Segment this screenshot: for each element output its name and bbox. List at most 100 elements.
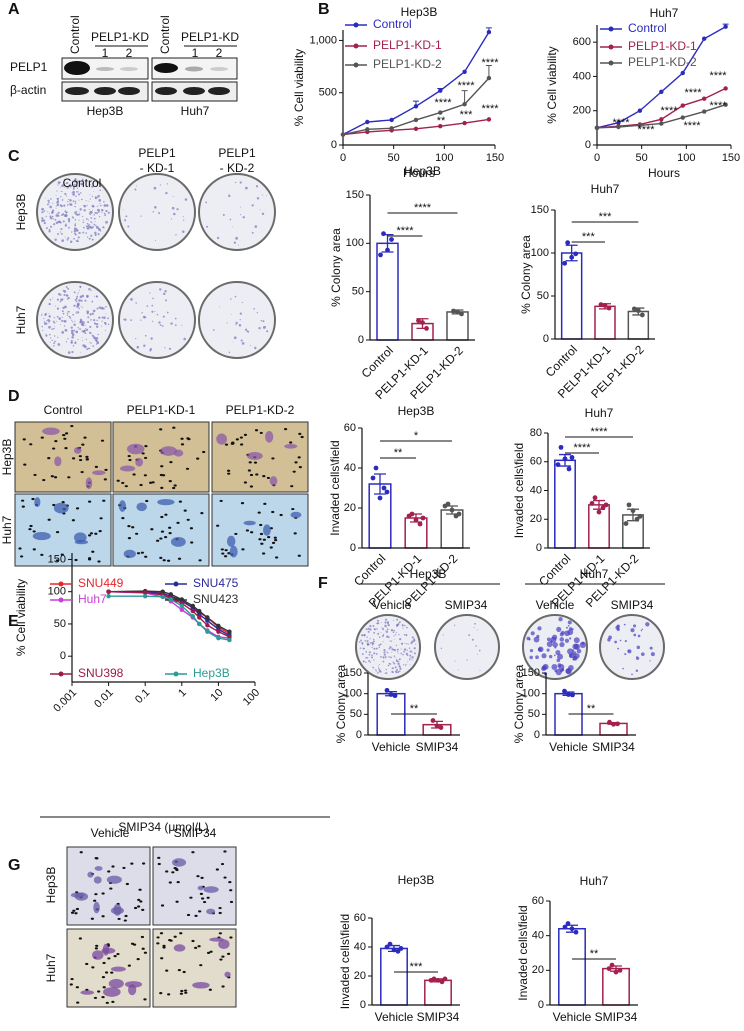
column-label: PELP1-KD-1	[127, 403, 196, 417]
data-point	[216, 629, 221, 634]
annotation: ****	[481, 103, 499, 115]
panel-label: G	[8, 857, 20, 874]
colony	[251, 204, 254, 207]
membrane-pore	[227, 469, 231, 472]
colony	[93, 214, 95, 216]
colony	[94, 231, 97, 235]
colony	[94, 196, 97, 199]
membrane-pore	[149, 481, 153, 484]
colony	[99, 189, 102, 192]
colony	[383, 656, 385, 658]
colony	[103, 204, 107, 207]
x-tick-label: SMIP34	[592, 740, 635, 754]
membrane-pore	[223, 876, 227, 879]
colony	[94, 233, 97, 237]
colony	[389, 646, 392, 649]
colony	[125, 215, 128, 218]
colony	[91, 334, 94, 337]
colony	[264, 325, 267, 328]
y-tick-label: 100	[346, 237, 364, 249]
colony	[576, 648, 582, 654]
membrane-pore	[259, 532, 264, 536]
colony	[530, 631, 535, 636]
colony	[83, 204, 87, 208]
membrane-pore	[105, 1001, 109, 1004]
membrane-pore	[178, 500, 182, 503]
colony	[65, 341, 68, 343]
legend-label: PELP1-KD-1	[628, 39, 697, 53]
group-label: Huh7	[580, 567, 609, 581]
membrane-pore	[289, 441, 293, 444]
column-label: SMIP34	[611, 598, 654, 612]
membrane-pore	[52, 503, 56, 507]
x-tick-label: SMIP34	[417, 1010, 460, 1024]
colony	[95, 343, 98, 345]
colony	[80, 351, 81, 353]
data-point	[558, 444, 564, 450]
y-tick-label: 0	[358, 334, 364, 346]
membrane-pore	[182, 970, 186, 974]
data-point	[168, 592, 173, 597]
colony	[572, 649, 575, 652]
colony	[65, 223, 67, 225]
colony	[183, 337, 186, 341]
data-point	[413, 104, 419, 109]
membrane-pore	[104, 971, 109, 974]
colony	[66, 298, 69, 300]
error-bar	[374, 473, 386, 495]
data-point	[389, 117, 394, 123]
colony	[478, 649, 481, 652]
colony	[66, 314, 69, 316]
colony	[537, 647, 542, 652]
membrane-pore	[247, 469, 251, 472]
colony	[60, 204, 63, 208]
chart-title: Huh7	[585, 406, 614, 420]
colony	[149, 292, 151, 294]
membrane-pore	[70, 911, 75, 914]
colony	[391, 648, 394, 651]
colony	[171, 206, 175, 210]
membrane-pore	[200, 876, 204, 879]
cell	[73, 447, 82, 454]
colony	[74, 224, 76, 227]
y-tick-label: 60	[530, 456, 542, 468]
colony	[383, 653, 386, 656]
colony	[97, 208, 100, 212]
blot-band	[65, 87, 89, 95]
colony	[98, 306, 101, 309]
colony	[57, 343, 61, 346]
colony	[554, 669, 558, 673]
cell	[170, 536, 186, 547]
membrane-pore	[202, 450, 206, 454]
colony	[61, 316, 63, 318]
colony	[59, 323, 61, 325]
x-tick-label: 150	[722, 152, 740, 164]
legend-swatch	[173, 581, 179, 587]
colony	[162, 315, 165, 318]
membrane-pore	[275, 556, 279, 559]
membrane-pore	[177, 968, 181, 972]
colony	[67, 351, 71, 354]
colony	[58, 317, 62, 320]
colony	[368, 653, 371, 656]
membrane-pore	[257, 511, 261, 514]
colony	[70, 231, 73, 233]
data-point	[398, 946, 404, 951]
chart-title: Hep3B	[398, 873, 435, 887]
colony	[164, 347, 166, 349]
membrane-pore	[229, 936, 233, 939]
membrane-pore	[20, 555, 24, 558]
y-tick-label: 20	[532, 964, 544, 976]
membrane-pore	[241, 548, 245, 551]
membrane-pore	[141, 947, 145, 950]
colony	[92, 183, 94, 185]
colony	[567, 648, 574, 655]
cell	[103, 987, 121, 997]
colony	[52, 345, 55, 347]
colony	[82, 221, 84, 224]
cell	[108, 978, 124, 989]
membrane-pore	[159, 428, 163, 431]
colony	[45, 334, 48, 337]
row-label: Hep3B	[0, 439, 14, 476]
colony	[473, 627, 475, 629]
